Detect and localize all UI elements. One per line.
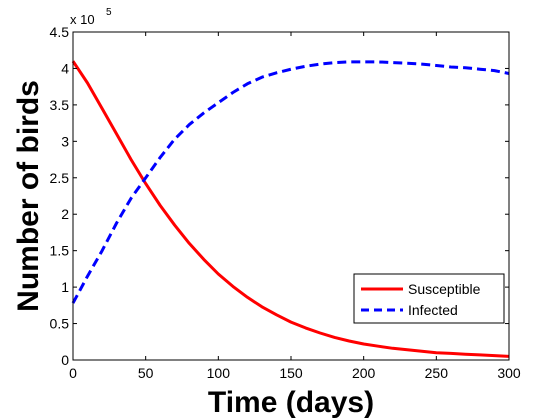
x-axis-title: Time (days) (208, 386, 374, 419)
legend-label-susceptible: Susceptible (408, 281, 481, 297)
y-tick-label: 4.5 (50, 24, 70, 40)
y-tick-label: 2.5 (50, 170, 70, 186)
y-tick-label: 0.5 (50, 316, 70, 332)
y-multiplier-exponent: 5 (106, 7, 112, 18)
x-tick-label: 250 (425, 365, 449, 381)
legend-label-infected: Infected (408, 302, 458, 318)
legend: Susceptible Infected (353, 273, 505, 324)
x-tick-label: 0 (69, 365, 77, 381)
x-tick-label: 50 (138, 365, 154, 381)
y-multiplier-base: x 10 (70, 12, 95, 27)
y-tick-label: 0 (61, 352, 69, 368)
series-layer (71, 60, 510, 358)
x-tick-label: 300 (497, 365, 521, 381)
y-tick-label: 3 (61, 133, 69, 149)
legend-box (353, 273, 505, 324)
y-axis-title: Number of birds (12, 80, 45, 312)
y-tick-label: 1.5 (50, 243, 70, 259)
y-tick-label: 1 (61, 279, 69, 295)
x-tick-label: 100 (207, 365, 231, 381)
x-tick-label: 200 (352, 365, 376, 381)
series-line-infected (71, 60, 510, 304)
series-line-susceptible (71, 60, 510, 358)
x-tick-label: 150 (279, 365, 303, 381)
y-tick-label: 3.5 (50, 97, 70, 113)
y-tick-label: 4 (61, 60, 69, 76)
y-tick-label: 2 (61, 206, 69, 222)
tick-layer: 0 50 100 150 200 250 300 0 0.5 1 1.5 2 2.5 3 3.5 4 4.5 (50, 24, 521, 381)
